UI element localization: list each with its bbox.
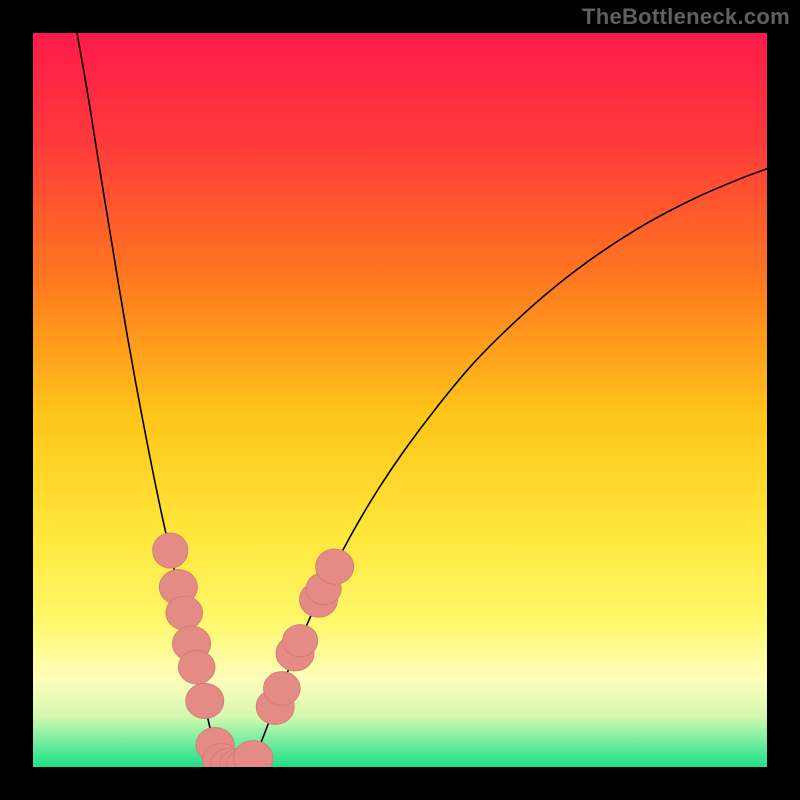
data-marker	[186, 683, 224, 718]
data-marker	[153, 533, 188, 568]
plot-area	[33, 33, 767, 767]
watermark-text: TheBottleneck.com	[582, 4, 790, 30]
chart-root: TheBottleneck.com	[0, 0, 800, 800]
data-marker	[178, 650, 215, 684]
plot-background	[33, 33, 767, 767]
data-marker	[263, 672, 300, 706]
data-marker	[283, 625, 318, 657]
data-marker	[166, 596, 203, 630]
plot-svg	[33, 33, 767, 767]
data-marker	[316, 549, 354, 584]
